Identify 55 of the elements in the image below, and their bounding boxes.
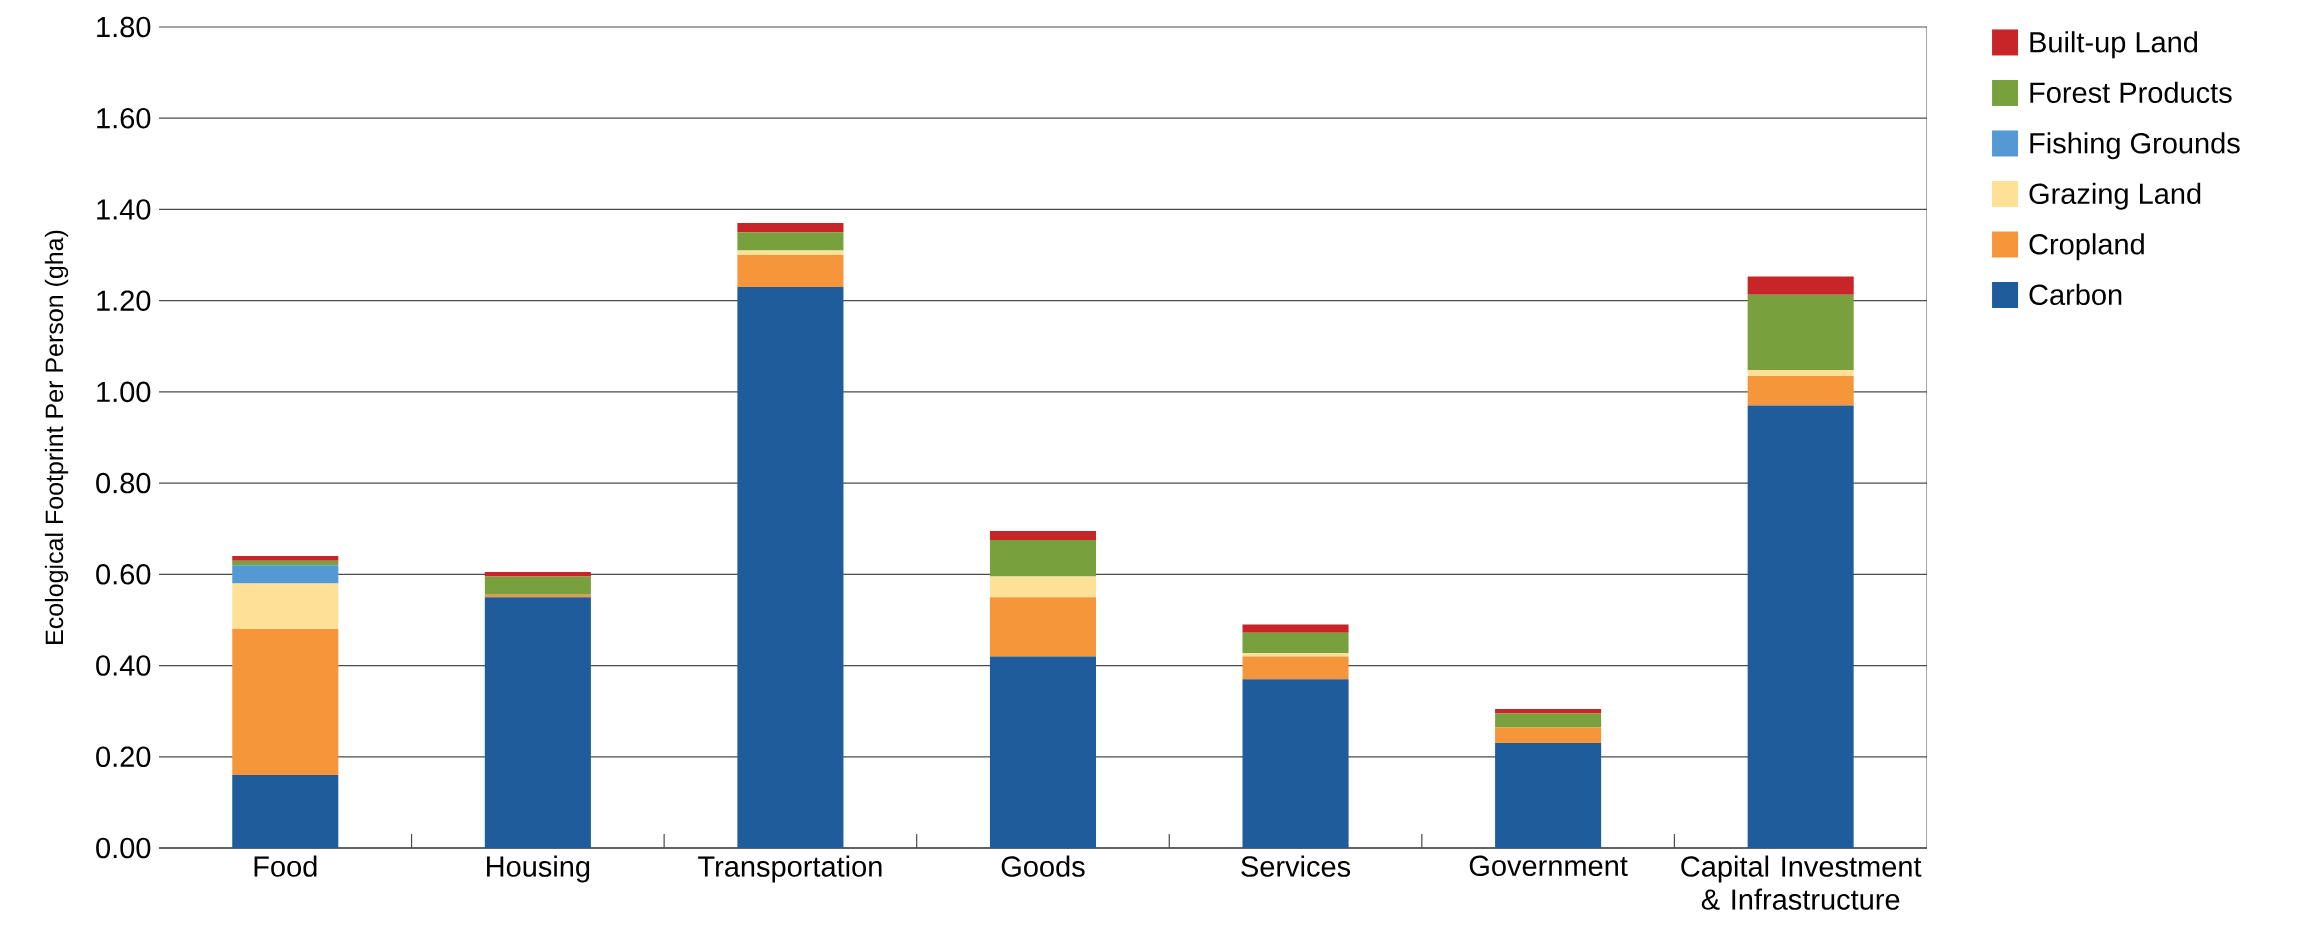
bar [1242,656,1349,680]
legend-label: Cropland [2029,233,2144,261]
y-tick-label: 1.80 [97,16,151,38]
bar [484,576,591,595]
bar [989,576,1097,598]
bar [1747,276,1854,295]
bar [1747,294,1854,370]
bar [1495,743,1602,848]
bar [232,629,339,776]
x-tick-label: Capital Investment & Infrastructure [1681,855,1922,910]
y-tick-label: 0.00 [96,837,151,859]
x-tick-label: Government [1469,855,1628,877]
y-tick-label: 0.40 [96,655,151,676]
x-tick-label: Transportation [698,855,882,883]
bar [737,250,844,256]
bar [1495,713,1602,728]
y-tick-label: 1.20 [97,290,151,311]
bar [232,775,339,848]
legend-label: Built-up Land [2030,31,2198,59]
bar [989,531,1097,541]
bar [232,556,339,561]
y-axis-title: Ecological Footprint Per Person (gha) [44,230,69,644]
legend-label: Fishing Grounds [2030,132,2240,160]
x-tick-label: Services [1241,855,1351,877]
legend-label: Forest Products [2030,81,2232,104]
y-tick-label: 0.60 [96,564,151,585]
bar [1747,375,1854,406]
y-tick-label: 0.80 [96,472,151,494]
bar [1242,624,1349,633]
bar [737,255,844,287]
bar [989,540,1097,577]
y-tick-label: 0.20 [96,746,151,768]
bar [989,656,1097,848]
bar [1242,653,1349,657]
bar [484,572,591,577]
bar [1242,632,1349,654]
legend-label: Grazing Land [2029,182,2201,210]
y-tick-label: 1.60 [97,107,151,129]
bar [1242,679,1349,848]
y-tick-label: 1.40 [97,199,151,220]
bar [989,597,1097,657]
bar [484,597,591,848]
bar [737,232,844,251]
bar [1747,369,1854,376]
bar [232,565,339,584]
bar [1495,727,1602,744]
bar [737,223,844,233]
y-tick-label: 1.00 [97,381,151,403]
legend-label: Carbon [2029,283,2122,306]
bar [232,583,339,630]
x-tick-label: Food [254,855,317,877]
x-tick-label: Housing [487,855,590,883]
x-tick-label: Goods [1001,855,1085,877]
bar [1747,405,1854,848]
bar [737,286,844,848]
